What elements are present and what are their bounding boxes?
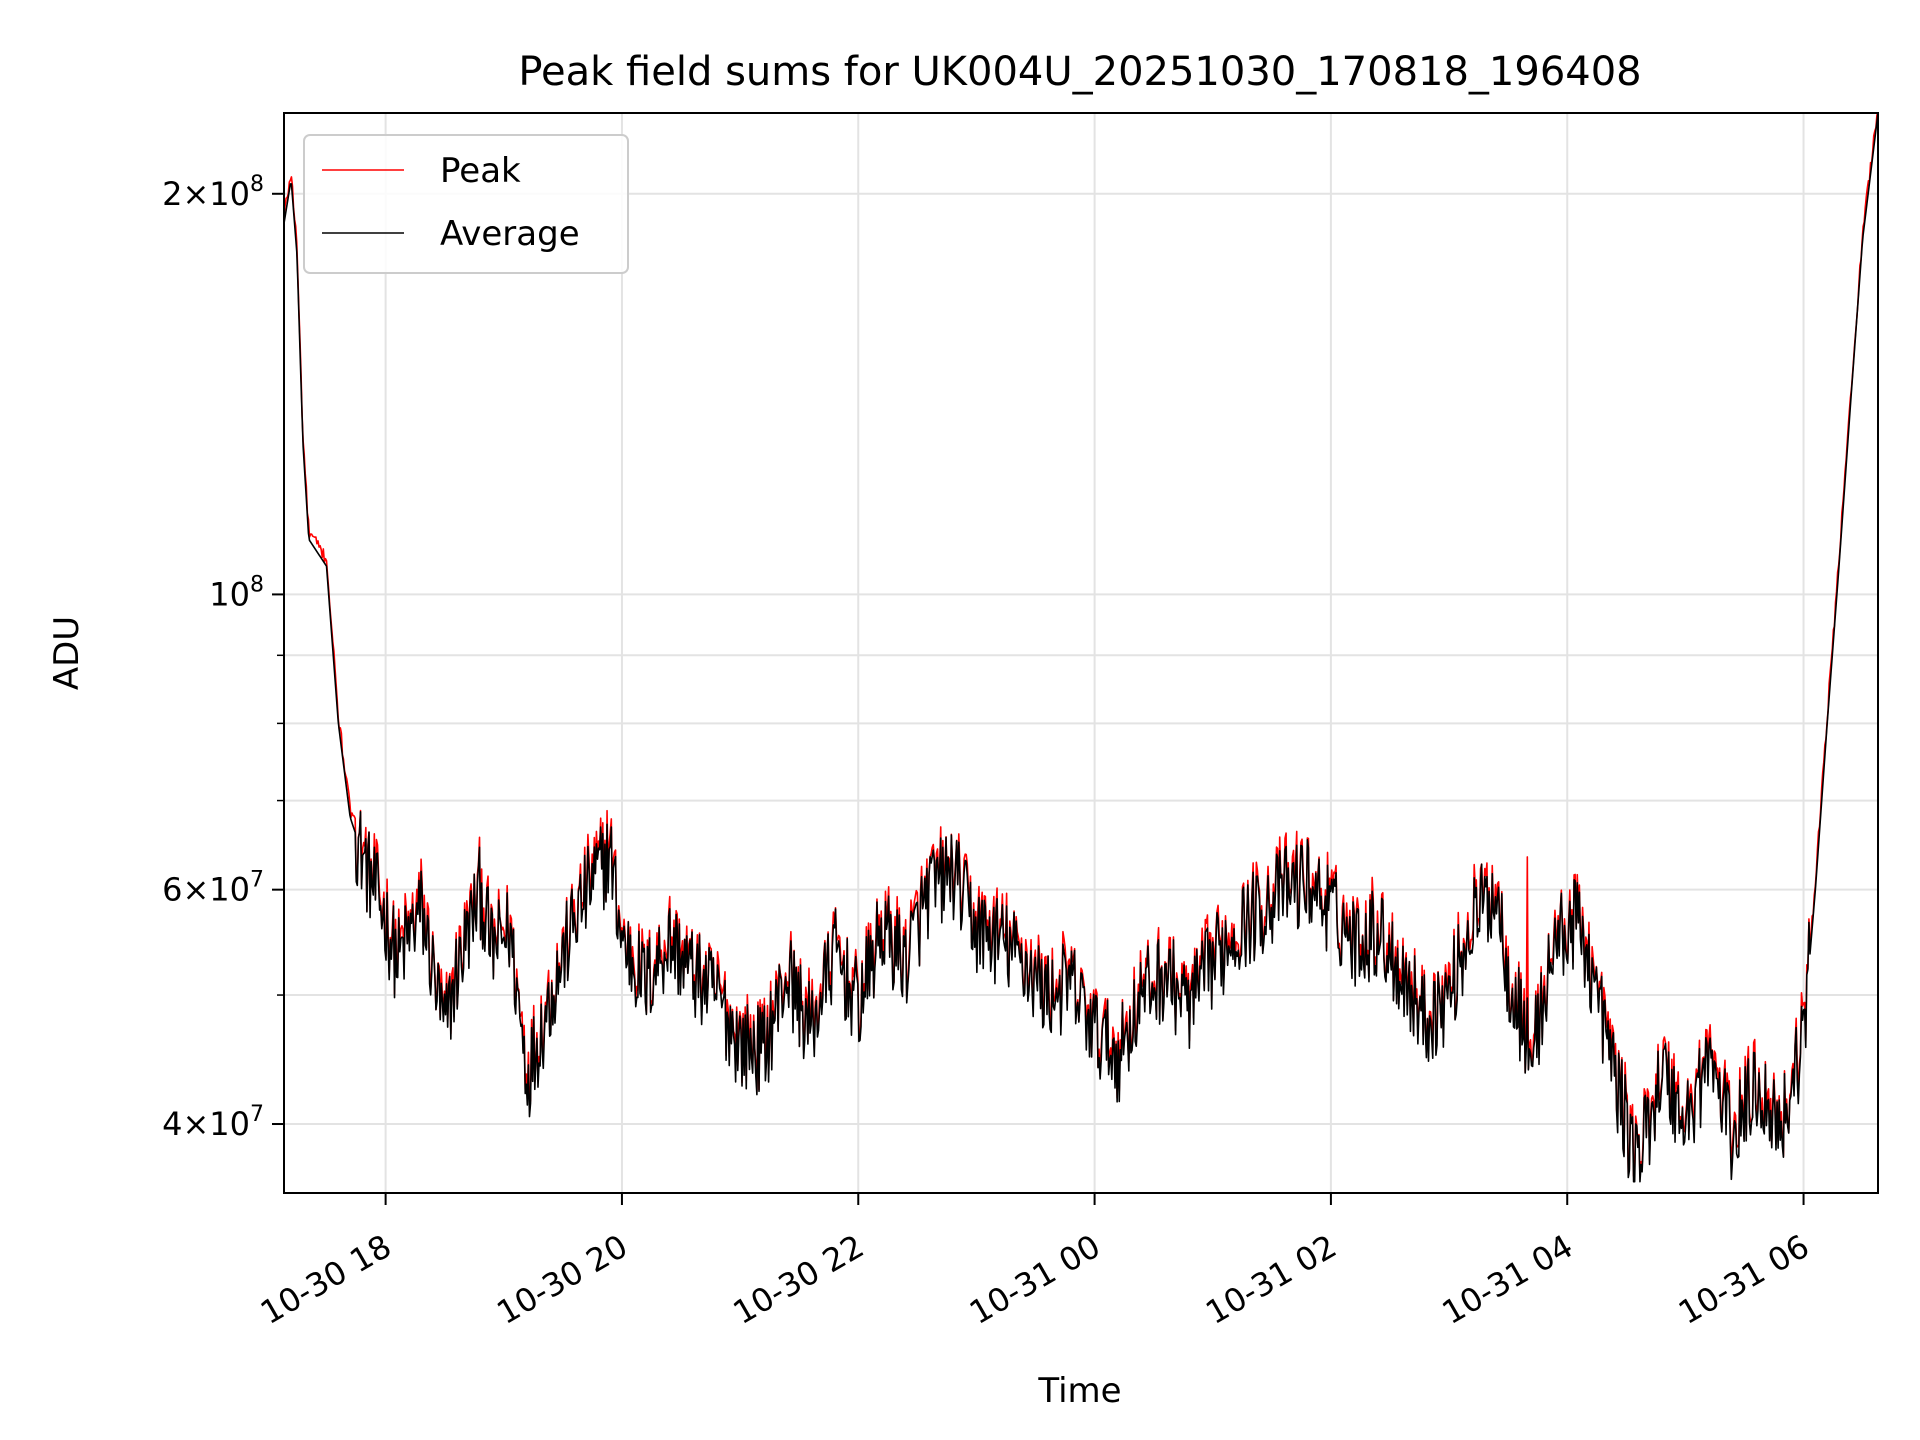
legend-average-label: Average <box>440 214 580 254</box>
x-axis-title: Time <box>1037 1371 1121 1411</box>
plot-frame <box>283 112 1879 1194</box>
y-tick-label: 6×107 <box>162 868 264 909</box>
y-axis-title: ADU <box>47 616 87 690</box>
y-tick-label: 4×107 <box>162 1102 264 1143</box>
series-group <box>283 112 1879 1183</box>
y-tick-label: 108 <box>209 572 264 613</box>
y-tick-label: 2×108 <box>162 172 264 213</box>
legend: Peak Average <box>303 134 629 274</box>
chart-title: Peak field sums for UK004U_20251030_1708… <box>518 49 1641 95</box>
legend-peak-label: Peak <box>440 151 521 191</box>
series-line-average <box>283 112 1879 1183</box>
